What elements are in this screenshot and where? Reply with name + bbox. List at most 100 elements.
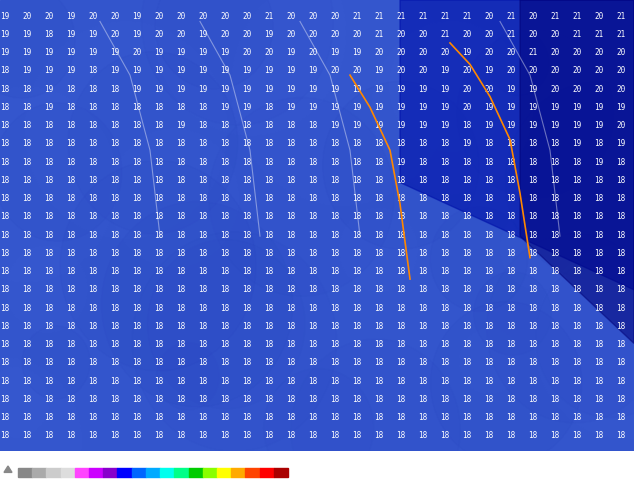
Text: 19: 19 [1,48,10,57]
Text: 18: 18 [1,139,10,148]
Text: 18: 18 [573,212,581,221]
Text: 21: 21 [573,30,581,39]
Text: 19: 19 [353,121,361,130]
Text: 18: 18 [528,358,538,368]
Text: 18: 18 [110,376,120,386]
Text: 18: 18 [528,285,538,294]
Text: 18: 18 [198,413,207,422]
Text: 18: 18 [595,431,604,441]
Text: 18: 18 [528,303,538,313]
Text: 19: 19 [287,103,295,112]
Text: 19: 19 [396,121,406,130]
Text: 18: 18 [133,176,141,185]
Bar [46,467,61,477]
Text: 20: 20 [287,12,295,21]
Text: 20: 20 [462,103,472,112]
Text: 18: 18 [528,158,538,167]
Text: 18: 18 [67,231,75,240]
Text: 18: 18 [198,285,207,294]
Text: 19: 19 [67,48,75,57]
Text: -24: -24 [86,481,100,490]
Text: 18: 18 [507,303,515,313]
Text: 20: 20 [595,66,604,75]
FancyArrow shape [4,466,12,472]
Text: 18: 18 [242,176,252,185]
Text: 18: 18 [88,194,98,203]
Text: 18: 18 [484,158,494,167]
Text: 18: 18 [595,413,604,422]
Text: 18: 18 [396,267,406,276]
Text: 18: 18 [110,85,120,94]
Text: 18: 18 [264,413,274,422]
Text: 18: 18 [507,194,515,203]
Text: 19: 19 [441,66,450,75]
Text: 18: 18 [22,431,32,441]
Text: 19: 19 [287,48,295,57]
Text: 18: 18 [507,267,515,276]
Text: 18: 18 [22,249,32,258]
Text: 18: 18 [221,176,230,185]
Text: 19: 19 [418,121,427,130]
Text: 20: 20 [462,85,472,94]
Text: 19: 19 [550,121,560,130]
Text: 18: 18 [242,358,252,368]
Text: 18: 18 [264,431,274,441]
Text: 18: 18 [573,267,581,276]
Text: 18: 18 [264,139,274,148]
Text: 18: 18 [573,231,581,240]
Text: 19: 19 [264,85,274,94]
Text: 18: 18 [353,395,361,404]
Text: 18: 18 [287,121,295,130]
Text: 18: 18 [528,231,538,240]
Text: 20: 20 [418,30,427,39]
Text: 18: 18 [330,431,340,441]
Text: 20: 20 [133,48,141,57]
Text: 18: 18 [154,340,164,349]
Text: 19: 19 [330,121,340,130]
Text: 18: 18 [462,194,472,203]
Text: 18: 18 [221,267,230,276]
Text: 18: 18 [374,431,384,441]
Text: 18: 18 [287,303,295,313]
Text: 18: 18 [44,139,54,148]
Text: 20: 20 [528,66,538,75]
Text: 18: 18 [396,395,406,404]
Text: 48: 48 [268,481,278,490]
Text: 18: 18 [507,376,515,386]
Text: -42: -42 [41,481,55,490]
Text: 18: 18 [176,376,186,386]
Text: 18: 18 [308,376,318,386]
Text: 18: 18 [550,358,560,368]
Text: 18: 18 [308,158,318,167]
Text: 19: 19 [374,121,384,130]
Text: 20: 20 [330,66,340,75]
Text: 18: 18 [88,322,98,331]
Text: 18: 18 [528,139,538,148]
Text: 18: 18 [462,267,472,276]
Text: 18: 18 [176,194,186,203]
Text: 18: 18 [418,376,427,386]
Text: 18: 18 [1,212,10,221]
Text: 18: 18 [595,358,604,368]
Text: 18: 18 [221,413,230,422]
Text: 18: 18 [484,285,494,294]
Text: 20: 20 [484,30,494,39]
Text: 20: 20 [528,12,538,21]
Text: 18: 18 [110,121,120,130]
Text: 20: 20 [595,85,604,94]
Text: 18: 18 [308,285,318,294]
Text: 19: 19 [462,139,472,148]
Text: 18: 18 [374,413,384,422]
Text: 18: 18 [88,431,98,441]
Text: 21: 21 [441,30,450,39]
Text: 18: 18 [110,103,120,112]
Text: 18: 18 [573,176,581,185]
Text: 20: 20 [22,12,32,21]
Text: 18: 18 [264,285,274,294]
Text: 18: 18 [330,139,340,148]
Bar [61,467,75,477]
Text: 18: 18 [67,395,75,404]
Text: 18: 18 [308,303,318,313]
Text: 18: 18 [550,395,560,404]
Text: 18: 18 [44,267,54,276]
